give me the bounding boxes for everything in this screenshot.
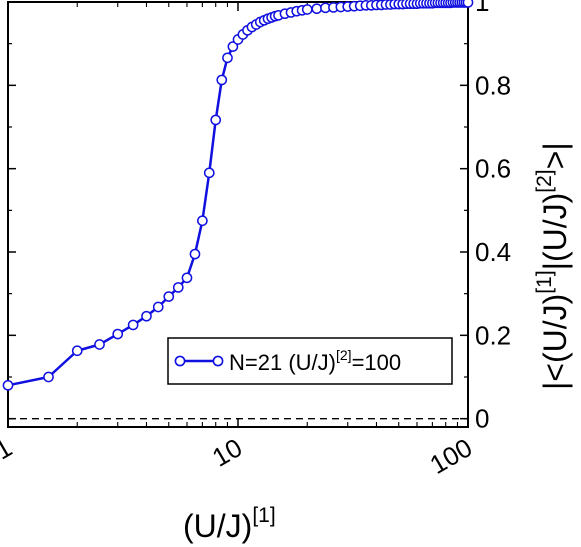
y-tick-label-1: 0.2: [475, 320, 511, 350]
x-axis-title-main: (U/J): [183, 508, 252, 544]
x-axis-title-sup: [1]: [252, 504, 275, 527]
y-tick-label-5: 1: [475, 0, 489, 17]
legend-marker-right: [212, 355, 224, 367]
data-point: [2, 379, 14, 391]
data-point: [197, 215, 208, 227]
data-point: [163, 291, 175, 302]
y-tick-label-3: 0.6: [475, 154, 511, 184]
data-point: [71, 345, 83, 357]
x-tick-label-2: 100: [425, 432, 478, 480]
data-point: [43, 371, 54, 383]
legend: N=21 (U/J)[2]=100: [167, 337, 453, 385]
y-tick-label-4: 0.8: [475, 70, 511, 100]
legend-label: N=21 (U/J)[2]=100: [229, 347, 401, 375]
data-point: [127, 319, 139, 331]
y-axis-title-sup2: [2]: [533, 169, 556, 192]
legend-label-main: N=21 (U/J): [229, 350, 336, 375]
y-axis-title-part2: |(U/J): [537, 193, 573, 271]
data-point: [189, 248, 201, 260]
data-point: [141, 310, 152, 322]
data-point: [216, 74, 228, 86]
series-layer: [2, 0, 474, 391]
data-point: [227, 41, 239, 52]
data-point: [222, 52, 233, 64]
data-point: [152, 301, 164, 313]
y-axis-ticks: 0 0.2 0.4 0.6 0.8 1: [8, 0, 511, 434]
x-axis-title: (U/J)[1]: [183, 504, 276, 544]
legend-marker-left: [174, 355, 186, 367]
y-axis-title: |<(U/J)[1]|(U/J)[2]>|: [533, 142, 573, 390]
series-line-0: [7, 1, 468, 387]
data-point: [181, 272, 193, 284]
data-point: [301, 4, 313, 15]
y-axis-title-part1: |<(U/J): [537, 294, 573, 390]
data-point: [94, 339, 105, 350]
data-point: [210, 114, 222, 126]
legend-label-sup: [2]: [336, 347, 352, 363]
data-point: [462, 0, 474, 8]
y-tick-label-2: 0.4: [475, 237, 511, 267]
y-tick-label-0: 0: [475, 404, 489, 434]
x-tick-label-1: 10: [207, 432, 247, 472]
x-tick-label-0: 1: [0, 432, 17, 465]
x-axis-ticks: 1 10 100: [0, 2, 477, 480]
data-point: [112, 328, 124, 340]
data-point: [172, 282, 184, 293]
y-axis-title-part3: >|: [537, 142, 573, 169]
data-point: [311, 3, 323, 15]
y-axis-title-sup1: [1]: [533, 270, 556, 293]
data-point: [203, 167, 215, 179]
legend-label-tail: =100: [352, 350, 402, 375]
